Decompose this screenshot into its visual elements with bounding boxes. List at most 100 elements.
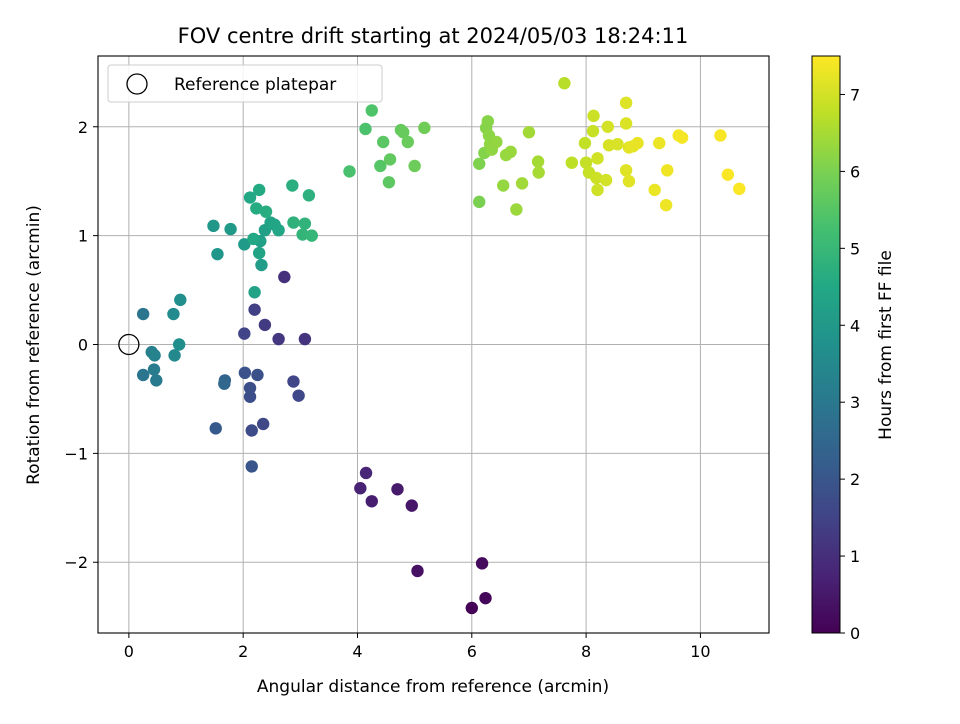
data-point (207, 219, 220, 233)
data-point (147, 363, 161, 376)
data-point (286, 179, 299, 192)
legend: Reference platepar (107, 64, 383, 103)
x-tick-label: 0 (124, 642, 134, 661)
data-point (272, 223, 285, 237)
data-point (251, 368, 264, 382)
data-point (211, 247, 224, 261)
data-point (238, 238, 251, 251)
data-point (675, 131, 689, 144)
x-tick-label: 10 (690, 642, 710, 661)
data-point (401, 135, 414, 149)
y-tick-label: 1 (78, 227, 88, 246)
data-point (374, 159, 387, 173)
data-point (418, 121, 431, 135)
colorbar-label: Hours from first FF file (876, 250, 896, 440)
data-point (383, 153, 397, 166)
data-point (397, 126, 410, 139)
data-point (578, 136, 592, 150)
data-point (292, 389, 305, 402)
y-tick-label: −2 (64, 553, 88, 572)
y-tick-label: −1 (64, 444, 88, 463)
reference-platepar-marker (118, 333, 140, 356)
data-point (619, 164, 633, 177)
data-point (258, 318, 272, 332)
data-point (172, 338, 186, 351)
data-point (252, 246, 266, 260)
colorbar-tick-label: 7 (850, 85, 860, 104)
x-tick-label: 4 (352, 642, 362, 661)
data-point (256, 417, 270, 431)
colorbar-tick-label: 5 (850, 239, 860, 258)
data-point (475, 557, 489, 570)
x-axis-ticks: 0 2 4 6 8 10 (124, 633, 711, 661)
data-point (497, 179, 510, 192)
data-point (354, 482, 367, 495)
data-point (243, 191, 257, 204)
data-point (591, 183, 604, 197)
x-tick-label: 6 (467, 642, 477, 661)
data-point (248, 286, 261, 299)
data-point (365, 495, 378, 508)
data-point (590, 171, 603, 185)
data-point (382, 176, 396, 189)
y-axis-ticks: −2 −1 0 1 2 (64, 118, 98, 572)
data-point (619, 117, 633, 130)
data-point (245, 460, 258, 473)
data-point (481, 115, 494, 128)
data-point (659, 198, 673, 212)
data-point (648, 183, 661, 197)
data-point (733, 182, 746, 196)
colorbar-ticks: 0 1 2 3 4 5 6 7 (840, 85, 860, 643)
data-point (558, 77, 571, 90)
data-point (405, 499, 418, 512)
data-points (136, 77, 746, 615)
data-point (721, 168, 735, 181)
colorbar-tick-label: 4 (850, 316, 860, 335)
data-point (209, 422, 222, 435)
y-tick-label: 2 (78, 118, 88, 137)
colorbar-tick-label: 0 (850, 624, 860, 643)
y-axis-label: Rotation from reference (arcmin) (24, 205, 44, 485)
x-tick-label: 8 (581, 642, 591, 661)
data-point (391, 483, 404, 496)
data-point (238, 366, 252, 380)
data-point (611, 137, 624, 151)
data-point (298, 332, 312, 346)
colorbar-tick-label: 2 (850, 470, 860, 489)
data-point (250, 202, 263, 215)
data-point (302, 189, 316, 202)
data-point (243, 390, 257, 403)
data-point (150, 374, 163, 387)
data-point (522, 126, 536, 139)
data-point (248, 303, 261, 316)
y-tick-label: 0 (78, 336, 88, 355)
data-point (224, 222, 237, 236)
data-point (365, 104, 378, 117)
data-point (136, 307, 150, 321)
legend-box (107, 64, 383, 103)
data-point (510, 203, 523, 216)
data-point (408, 159, 421, 173)
data-point (377, 135, 390, 149)
data-point (287, 216, 300, 229)
data-point (343, 165, 356, 178)
data-point (305, 229, 318, 242)
data-point (218, 377, 231, 390)
data-point (255, 258, 268, 272)
data-point (565, 156, 579, 169)
legend-marker-reference (126, 73, 148, 95)
colorbar-gradient (811, 55, 841, 634)
data-point (359, 122, 372, 136)
data-point (247, 232, 260, 246)
data-point (252, 183, 266, 197)
grid-lines (98, 56, 769, 633)
data-point (619, 96, 633, 110)
data-point (168, 349, 181, 362)
data-point (238, 327, 251, 340)
data-point (148, 349, 161, 362)
data-point (473, 157, 486, 170)
data-point (579, 156, 593, 169)
data-point (136, 368, 150, 382)
data-point (278, 270, 291, 284)
